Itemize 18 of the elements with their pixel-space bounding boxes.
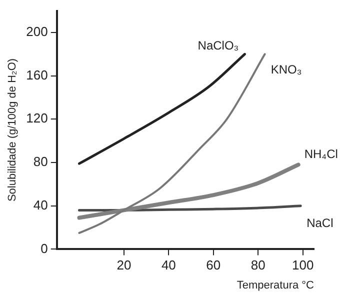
y-axis-title: Solubilidade (g/100g de H₂O) (6, 58, 19, 202)
y-tick-label: 0 (40, 240, 48, 256)
x-tick-label: 100 (292, 258, 314, 273)
line-series (78, 52, 246, 165)
x-axis-title: Temperatura °C (236, 279, 314, 292)
x-tick-label: 80 (250, 258, 266, 273)
y-tick-label: 200 (26, 24, 48, 40)
series-label: NaCl (306, 216, 334, 230)
series-label: NH₄Cl (304, 146, 338, 161)
x-tick-label: 20 (116, 258, 132, 273)
y-tick-label: 120 (26, 110, 48, 126)
y-tick-label: 160 (26, 67, 48, 82)
series-label: KNO₃ (270, 62, 302, 76)
series-label: NaClO₃ (198, 38, 239, 52)
x-tick-label: 60 (206, 258, 221, 273)
y-tick-label: 40 (33, 197, 48, 212)
x-tick-label: 40 (161, 258, 176, 273)
y-tick-label: 80 (33, 154, 48, 170)
